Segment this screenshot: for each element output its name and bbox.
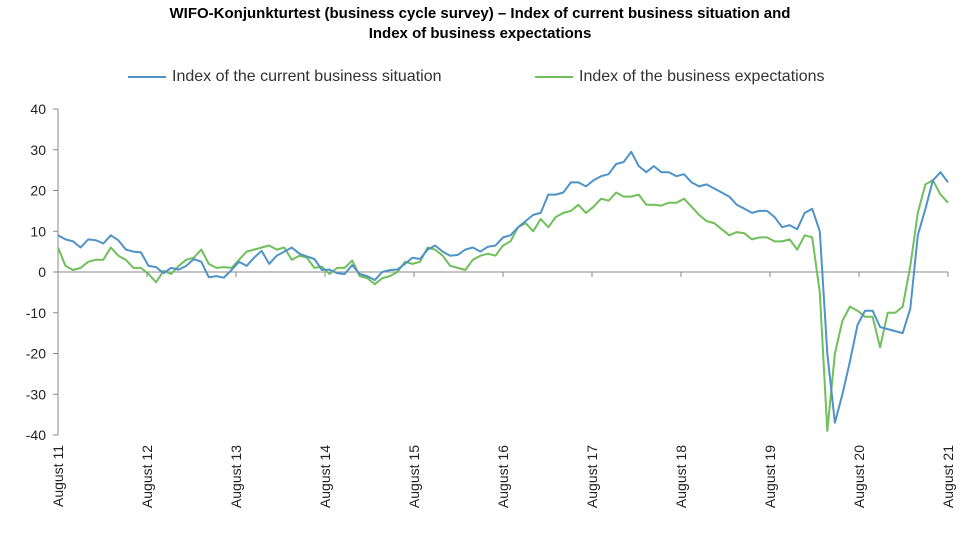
series-line-expectations <box>57 179 949 432</box>
x-tick-label: August 19 <box>762 445 778 508</box>
x-tick-label: August 15 <box>406 445 422 508</box>
x-tick-label: August 16 <box>495 445 511 508</box>
legend-item-expectations: Index of the business expectations <box>535 68 825 86</box>
legend-swatch-current-situation <box>128 76 166 78</box>
x-tick-label: August 12 <box>139 445 155 508</box>
legend-item-current-situation: Index of the current business situation <box>128 68 442 86</box>
y-tick-label: -40 <box>26 427 46 443</box>
y-tick-label: 20 <box>30 183 46 199</box>
x-tick-label: August 11 <box>50 445 66 507</box>
x-tick-label: August 21 <box>940 445 956 508</box>
y-tick-label: 40 <box>30 101 46 117</box>
x-tick-label: August 17 <box>584 445 600 508</box>
x-tick-label: August 14 <box>317 445 333 508</box>
y-axis-ticks: 40 30 20 10 0 -10 -20 -30 -40 <box>26 101 58 443</box>
chart-title-line-1: WIFO-Konjunkturtest (business cycle surv… <box>169 5 791 22</box>
series-line-current-situation <box>57 150 949 424</box>
x-tick-label: August 18 <box>673 445 689 508</box>
legend-swatch-expectations <box>535 76 573 78</box>
legend-label-current-situation: Index of the current business situation <box>172 68 442 85</box>
chart-lines <box>57 150 949 432</box>
chart-title: WIFO-Konjunkturtest (business cycle surv… <box>0 4 960 44</box>
y-tick-label: 30 <box>30 142 46 158</box>
y-tick-label: -20 <box>26 346 46 362</box>
y-tick-label: -30 <box>26 386 46 402</box>
y-tick-label: -10 <box>26 305 46 321</box>
y-tick-label: 10 <box>30 223 46 239</box>
y-tick-label: 0 <box>38 264 46 280</box>
legend-label-expectations: Index of the business expectations <box>579 68 825 85</box>
x-tick-label: August 20 <box>851 445 867 508</box>
legend: Index of the current business situation … <box>0 68 978 90</box>
x-tick-label: August 13 <box>228 445 244 508</box>
chart-title-line-2: Index of business expectations <box>368 25 592 42</box>
x-axis-ticks: August 11 August 12 August 13 August 14 Augu… <box>50 272 956 508</box>
